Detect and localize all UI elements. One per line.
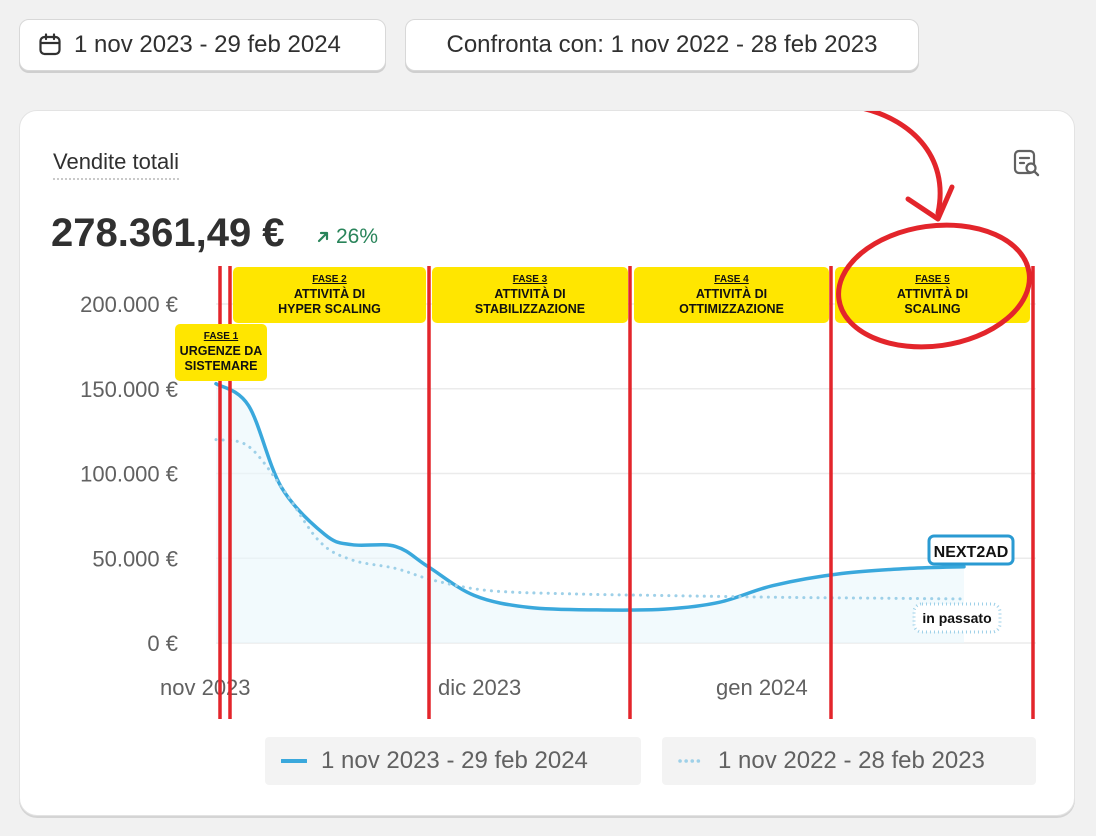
phase-number: FASE 5 (915, 274, 950, 285)
badge-text: NEXT2AD (934, 544, 1009, 561)
date-range-label: 1 nov 2023 - 29 feb 2024 (74, 31, 341, 58)
phase-text: ATTIVITÀ DI (494, 286, 565, 301)
series-area-current (216, 383, 964, 643)
x-tick-label: dic 2023 (438, 675, 521, 700)
badge-text: in passato (922, 610, 991, 626)
badge-frame (927, 534, 1015, 566)
sales-line-chart: 200.000 € 150.000 € 100.000 € 50.000 € 0 € no… (80, 111, 1036, 719)
dotted-line-icon (678, 759, 704, 763)
compare-range-label: Confronta con: 1 nov 2022 - 28 feb 2023 (446, 31, 878, 58)
report-search-icon[interactable] (1012, 149, 1040, 182)
legend-item-current[interactable]: 1 nov 2023 - 29 feb 2024 (265, 737, 641, 785)
phase-text: ATTIVITÀ DI (897, 286, 968, 301)
legend-label-previous: 1 nov 2022 - 28 feb 2023 (718, 747, 985, 774)
phase-box (233, 267, 426, 323)
phase-number: FASE 3 (513, 274, 548, 285)
y-tick-label: 50.000 € (92, 546, 178, 571)
phase-box (432, 267, 628, 323)
y-tick-label: 200.000 € (80, 292, 178, 317)
phase-number: FASE 2 (312, 274, 347, 285)
y-tick-label: 0 € (147, 631, 178, 656)
phase-box (634, 267, 829, 323)
next2ad-badge: NEXT2AD (927, 534, 1015, 566)
sales-change: 26% (316, 225, 378, 249)
compare-range-button[interactable]: Confronta con: 1 nov 2022 - 28 feb 2023 (405, 19, 919, 71)
series-line-current (214, 381, 966, 612)
phase-box (835, 267, 1030, 323)
x-tick-label: gen 2024 (716, 675, 808, 700)
x-tick-label: nov 2023 (160, 675, 251, 700)
phase-text: ATTIVITÀ DI (696, 286, 767, 301)
sales-card: Vendite totali 278.361,49 € 26% 200.000 … (19, 110, 1075, 816)
phase-text: URGENZE DA (180, 344, 263, 358)
highlight-circle (836, 222, 1032, 350)
legend-label-current: 1 nov 2023 - 29 feb 2024 (321, 747, 588, 774)
phase-number: FASE 1 (204, 331, 239, 342)
phase-text: HYPER SCALING (278, 302, 381, 316)
legend-item-previous[interactable]: 1 nov 2022 - 28 feb 2023 (662, 737, 1036, 785)
phase-text: SISTEMARE (185, 359, 258, 373)
phase-text: SCALING (904, 302, 960, 316)
calendar-icon (39, 33, 61, 56)
total-sales-value: 278.361,49 € (51, 211, 285, 255)
sales-change-value: 26% (336, 225, 379, 248)
badge-frame (912, 602, 1002, 634)
highlight-arrow-head (905, 184, 955, 222)
phase-text: STABILIZZAZIONE (475, 302, 585, 316)
phase-box (175, 324, 267, 381)
y-tick-label: 100.000 € (80, 462, 178, 487)
arrow-up-right-icon (317, 231, 329, 243)
highlight-arrow-shaft (863, 111, 943, 216)
card-title[interactable]: Vendite totali (53, 149, 179, 180)
solid-line-icon (281, 759, 307, 763)
date-range-button[interactable]: 1 nov 2023 - 29 feb 2024 (19, 19, 386, 71)
phase-text: ATTIVITÀ DI (294, 286, 365, 301)
phase-text: OTTIMIZZAZIONE (679, 302, 784, 316)
phase-number: FASE 4 (714, 274, 749, 285)
in-passato-badge: in passato (912, 602, 1002, 634)
y-tick-label: 150.000 € (80, 377, 178, 402)
